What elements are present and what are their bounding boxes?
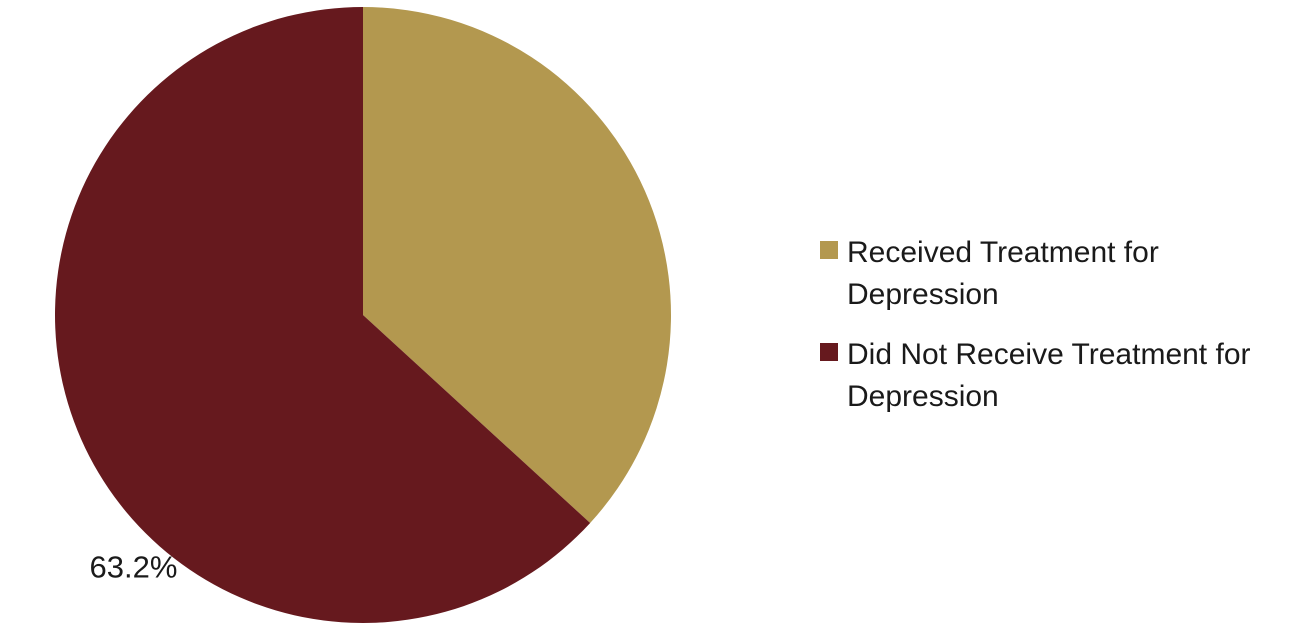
slice-label-received: 36.8% xyxy=(495,0,583,3)
slice-label-not-received: 63.2% xyxy=(90,549,178,584)
legend-label-received: Received Treatment for Depression xyxy=(847,236,1159,311)
legend-item-not-received: Did Not Receive Treatment for Depression xyxy=(820,334,1300,418)
pie-slice-received xyxy=(363,7,671,524)
legend-item-received: Received Treatment for Depression xyxy=(820,232,1300,316)
legend-label-not-received: Did Not Receive Treatment for Depression xyxy=(847,338,1251,413)
legend-swatch-not-received xyxy=(820,343,838,361)
pie-slice-not-received xyxy=(55,7,591,623)
legend-swatch-received xyxy=(820,241,838,259)
legend: Received Treatment for Depression Did No… xyxy=(820,232,1300,436)
